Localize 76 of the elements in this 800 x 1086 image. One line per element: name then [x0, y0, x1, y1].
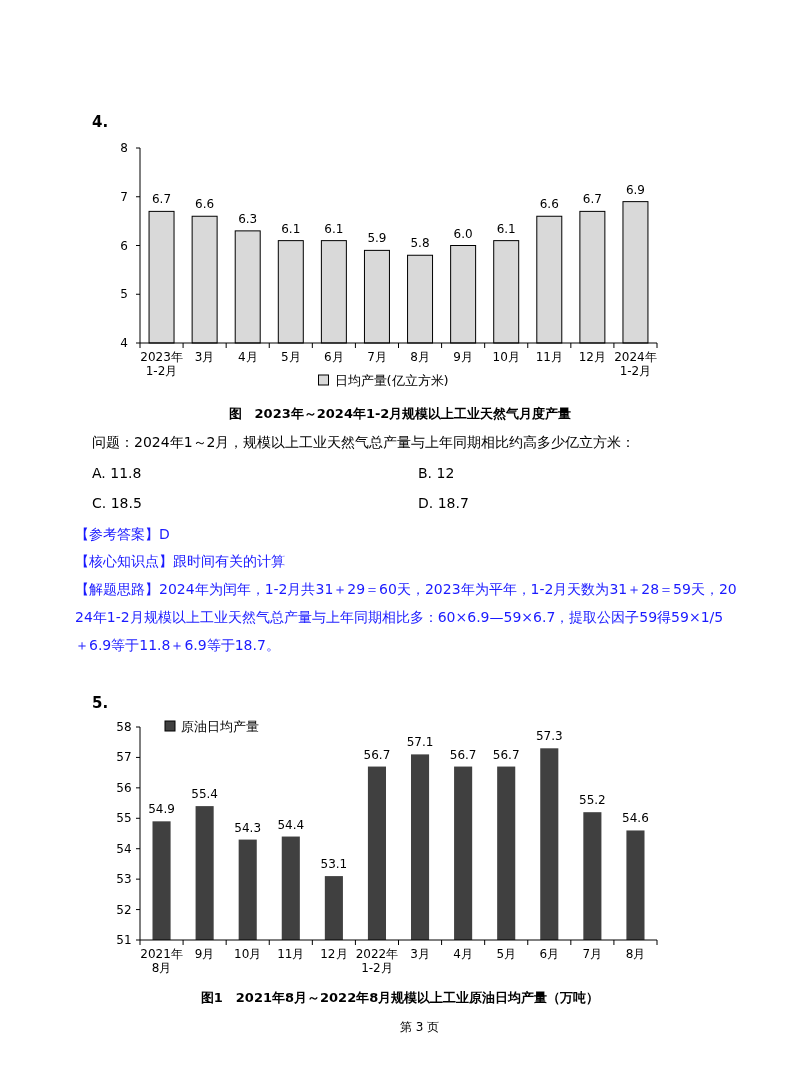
y-tick-label: 56 [116, 780, 132, 795]
data-label: 5.8 [410, 236, 430, 251]
x-tick-label: 4月 [453, 947, 473, 961]
text: A. 11.8 [92, 465, 142, 481]
x-tick-label: 2024年 1-2月 [614, 350, 657, 378]
text: 问题：2024年1～2月，规模以上工业天然气总产量与上年同期相比约高多少亿立方米： [92, 434, 636, 450]
text: 【参考答案】D [75, 526, 170, 542]
x-tick-label: 10月 [234, 947, 262, 961]
y-tick-label: 55 [116, 811, 132, 826]
x-tick-label: 4月 [237, 350, 258, 364]
data-label: 6.1 [496, 221, 516, 236]
x-tick-label: 11月 [277, 947, 305, 961]
x-tick-label: 2023年 1-2月 [140, 350, 183, 378]
data-label: 54.6 [622, 811, 649, 826]
text: B. 12 [418, 465, 455, 481]
data-label: 56.7 [363, 747, 391, 762]
y-tick-label: 8 [120, 141, 128, 155]
data-label: 6.6 [539, 197, 559, 212]
data-label: 5.9 [367, 231, 387, 246]
data-label: 56.7 [449, 747, 477, 762]
x-tick-label: 5月 [280, 350, 301, 364]
x-tick-label: 12月 [320, 947, 348, 961]
x-tick-label: 10月 [492, 350, 520, 364]
data-label: 6.9 [625, 182, 646, 197]
data-label: 6.0 [453, 226, 473, 241]
y-tick-label: 52 [116, 902, 132, 917]
y-tick-label: 57 [116, 750, 132, 765]
y-tick-label: 53 [116, 872, 132, 887]
text: 5. [92, 694, 109, 712]
data-label: 55.2 [579, 793, 606, 808]
data-label: 6.6 [195, 197, 215, 212]
data-label: 6.7 [151, 192, 172, 207]
text: 第 3 页 [400, 1020, 440, 1034]
text: C. 18.5 [92, 495, 142, 511]
text: D. 18.7 [418, 495, 469, 511]
text: 4. [92, 113, 109, 131]
data-label: 6.3 [238, 211, 258, 226]
legend-label: 原油日均产量 [181, 719, 259, 734]
y-tick-label: 4 [120, 336, 128, 350]
y-tick-label: 58 [116, 720, 132, 734]
x-tick-label: 7月 [367, 350, 387, 364]
x-tick-label: 11月 [535, 350, 563, 364]
data-label: 6.1 [324, 221, 344, 236]
x-tick-label: 6月 [539, 947, 560, 961]
x-tick-label: 5月 [496, 947, 517, 961]
data-label: 55.4 [191, 787, 218, 802]
x-tick-label: 3月 [194, 350, 215, 364]
data-label: 54.4 [277, 817, 305, 832]
legend-label: 日均产量(亿立方米) [334, 373, 449, 388]
data-label: 53.1 [320, 857, 348, 872]
x-tick-label: 12月 [578, 350, 607, 364]
y-tick-label: 54 [116, 841, 132, 856]
data-label: 56.7 [492, 747, 520, 762]
y-tick-label: 51 [116, 933, 132, 947]
y-tick-label: 6 [120, 238, 128, 253]
data-label: 6.1 [281, 221, 301, 236]
text: 【核心知识点】跟时间有关的计算 [75, 553, 285, 569]
data-label: 6.7 [582, 192, 602, 207]
data-label: 57.3 [535, 729, 563, 744]
data-label: 54.3 [234, 820, 262, 835]
x-tick-label: 2022年 1-2月 [355, 947, 399, 975]
x-tick-label: 3月 [410, 947, 430, 961]
x-tick-label: 7月 [582, 947, 603, 961]
text: 图 2023年～2024年1-2月规模以上工业天然气月度产量 [228, 406, 572, 421]
x-tick-label: 9月 [194, 947, 215, 961]
x-tick-label: 9月 [453, 350, 473, 364]
text: 【解题思路】2024年为闰年，1-2月共31＋29＝60天，2023年为平年，1-2月天数为31＋28＝59天，2024年1-2月规模以上工业天然气总产量与上年同期相比多：60×6.9—59×6.7，提取公因子59得59×1/5＋6.9等于11.8＋6.9等于18.7。 [75, 581, 737, 653]
data-label: 57.1 [406, 735, 434, 750]
x-tick-label: 2021年 8月 [140, 947, 183, 975]
x-tick-label: 8月 [625, 947, 646, 961]
data-label: 54.9 [148, 802, 175, 817]
x-tick-label: 6月 [324, 350, 344, 364]
y-tick-label: 5 [120, 287, 128, 302]
x-tick-label: 8月 [410, 350, 430, 364]
y-tick-label: 7 [120, 189, 128, 204]
text: 图1 2021年8月～2022年8月规模以上工业原油日均产量（万吨） [200, 990, 600, 1005]
